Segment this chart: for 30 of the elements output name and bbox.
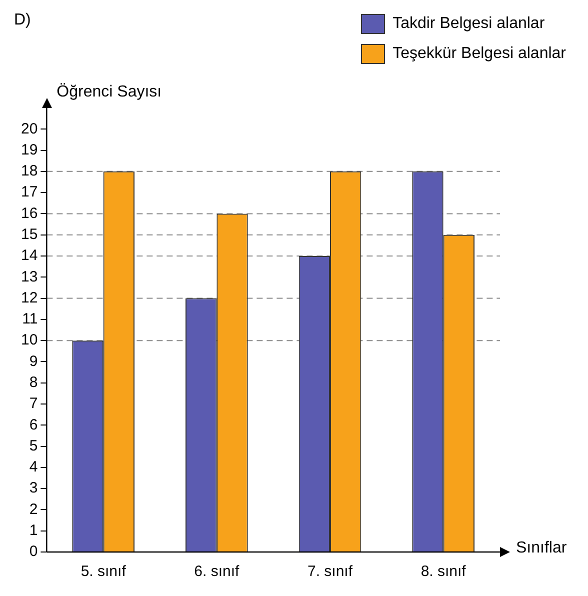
y-tick-label: 5 (29, 437, 38, 454)
y-tick-label: 3 (29, 480, 38, 497)
y-tick-label: 12 (20, 289, 38, 306)
legend-label: Teşekkür Belgesi alanlar (392, 45, 566, 63)
y-tick-label: 8 (29, 374, 38, 391)
y-tick-label: 16 (20, 204, 38, 222)
x-axis-title: Sınıflar (516, 539, 568, 556)
x-tick-label: 5. sınıf (80, 563, 127, 580)
y-tick-label: 18 (20, 162, 38, 180)
y-tick-label: 0 (29, 543, 38, 560)
x-tick-label: 8. sınıf (420, 563, 467, 580)
y-tick-label: 13 (20, 268, 38, 286)
legend-label: Takdir Belgesi alanlar (392, 15, 545, 33)
y-tick-label: 6 (29, 416, 38, 434)
y-tick-label: 4 (29, 458, 38, 476)
y-tick-label: 11 (22, 310, 38, 328)
y-tick-label: 9 (29, 352, 38, 370)
y-axis-title: Öğrenci Sayısı (56, 82, 162, 100)
y-tick-label: 10 (20, 332, 38, 349)
y-tick-label: 2 (29, 500, 38, 518)
y-tick-label: 15 (20, 226, 38, 243)
y-tick-label: 17 (20, 184, 38, 201)
y-tick-label: 20 (20, 120, 38, 138)
y-tick-label: 14 (20, 247, 38, 264)
x-tick-label: 6. sınıf (194, 563, 240, 580)
y-tick-label: 19 (20, 141, 38, 158)
y-tick-label: 1 (29, 522, 38, 539)
x-tick-label: 7. sınıf (307, 563, 354, 580)
text: D) (14, 11, 31, 28)
y-tick-label: 7 (29, 395, 38, 412)
